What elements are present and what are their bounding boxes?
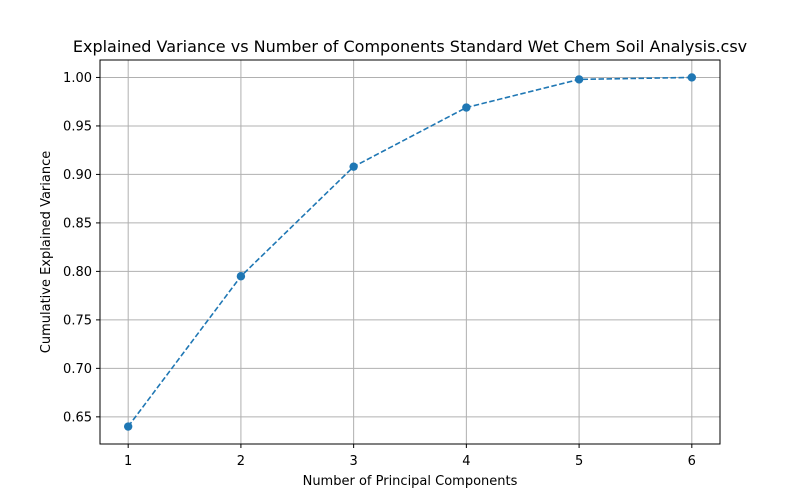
data-point (349, 162, 358, 171)
y-axis-label: Cumulative Explained Variance (39, 151, 54, 353)
grid-lines (100, 60, 720, 444)
data-point (236, 272, 246, 281)
x-tick-label: 5 (575, 454, 583, 469)
chart-title: Explained Variance vs Number of Componen… (73, 37, 747, 56)
x-tick-label: 2 (237, 454, 245, 469)
x-tick-label: 4 (462, 454, 470, 469)
data-point (574, 75, 584, 84)
x-axis-label: Number of Principal Components (303, 474, 518, 489)
y-tick-label: 0.90 (63, 168, 92, 183)
series-line (127, 76, 692, 428)
x-tick-label: 1 (124, 454, 132, 469)
x-tick-label: 3 (349, 454, 357, 469)
plot-frame (99, 59, 721, 445)
x-tick-label: 6 (688, 454, 696, 469)
y-tick-label: 1.00 (63, 71, 92, 86)
data-point (462, 103, 471, 112)
data-point (123, 422, 133, 431)
y-tick-label: 0.70 (63, 362, 92, 377)
y-tick-label: 0.85 (63, 216, 92, 231)
data-point (687, 73, 697, 82)
y-tick-label: 0.75 (63, 313, 92, 328)
y-tick-label: 0.95 (63, 119, 92, 134)
y-tick-label: 0.80 (63, 265, 92, 280)
series-layer (123, 73, 697, 431)
y-tick-label: 0.65 (63, 410, 92, 425)
axis-ticks: 1 2 3 4 5 6 0.65 0.70 0.75 0.80 0.85 0.90 0.95 1.00 (63, 71, 696, 469)
